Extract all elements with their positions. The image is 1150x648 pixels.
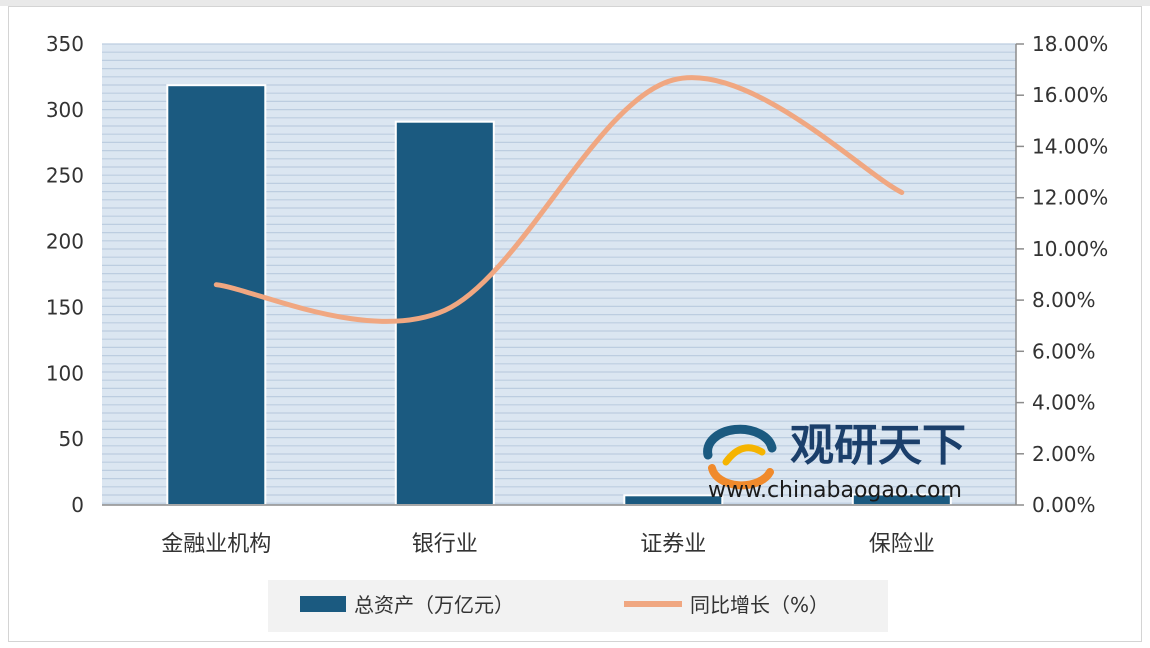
legend-bar-swatch — [300, 596, 346, 612]
right-tick-label: 2.00% — [1032, 442, 1096, 466]
legend-line-label: 同比增长（%） — [690, 593, 829, 617]
right-tick-label: 12.00% — [1032, 186, 1108, 210]
right-tick-label: 6.00% — [1032, 339, 1096, 363]
right-tick-label: 4.00% — [1032, 391, 1096, 415]
legend-line-swatch — [624, 601, 682, 607]
watermark: 观研天下 www.chinabaogao.com — [703, 420, 966, 503]
axes — [102, 44, 1017, 506]
watermark-name: 观研天下 — [790, 420, 966, 471]
right-tick-label: 8.00% — [1032, 288, 1096, 312]
left-tick-label: 150 — [46, 295, 84, 319]
category-label: 银行业 — [412, 532, 478, 557]
left-tick-label: 0 — [71, 493, 84, 517]
top-strip — [0, 0, 1150, 6]
right-tick-label: 16.00% — [1032, 83, 1108, 107]
growth-line — [213, 75, 905, 324]
watermark-url: www.chinabaogao.com — [708, 478, 962, 503]
right-tick-label: 0.00% — [1032, 493, 1096, 517]
right-tick-label: 14.00% — [1032, 134, 1108, 158]
category-label: 证券业 — [640, 532, 706, 557]
watermark-logo-icon — [703, 424, 777, 490]
legend-bar-label: 总资产（万亿元） — [354, 593, 514, 617]
left-tick-label: 200 — [46, 230, 84, 254]
left-tick-label: 350 — [46, 32, 84, 56]
line-series — [213, 75, 905, 324]
right-axis-ticks: 0.00% 2.00% 4.00% 6.00% 8.00% 10.00% 12.00% 14.… — [1016, 32, 1108, 517]
left-tick-label: 250 — [46, 164, 84, 188]
legend-background — [268, 580, 888, 632]
category-labels: 金融业机构 银行业 证券业 保险业 — [161, 532, 935, 557]
left-axis-ticks: 0 50 100 150 200 250 300 350 — [46, 32, 84, 517]
legend: 总资产（万亿元） 同比增长（%） — [268, 580, 888, 632]
bar — [394, 120, 495, 506]
right-tick-label: 18.00% — [1032, 32, 1108, 56]
category-label: 保险业 — [869, 532, 935, 557]
right-tick-label: 10.00% — [1032, 237, 1108, 261]
left-tick-label: 50 — [59, 427, 84, 451]
bar-series — [166, 84, 952, 506]
category-label: 金融业机构 — [161, 532, 271, 557]
left-tick-label: 300 — [46, 98, 84, 122]
left-tick-label: 100 — [46, 361, 84, 385]
